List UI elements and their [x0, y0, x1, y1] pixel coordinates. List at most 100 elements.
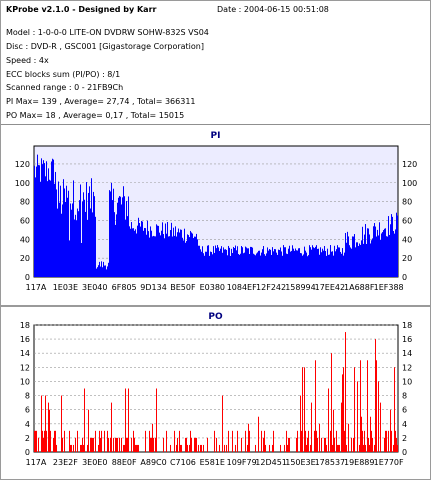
po-bar — [187, 444, 188, 452]
pi-bar — [318, 248, 319, 277]
po-bar — [319, 423, 320, 452]
pi-x-tick-label: 117A — [26, 283, 47, 292]
pi-bar — [83, 192, 84, 277]
po-bar — [255, 444, 256, 452]
po-bar — [150, 437, 151, 452]
pi-bar — [244, 252, 245, 277]
po-bar — [326, 444, 327, 452]
po-chart: 0 0 2 2 4 4 6 6 8 8 10 10 12 12 14 14 16 16 18 18 117A 23E2F 3… — [20, 321, 412, 467]
pi-bar — [381, 233, 382, 277]
pi-bar — [337, 245, 338, 277]
pi-bar — [56, 189, 57, 277]
po-bar — [119, 437, 120, 452]
po-bar — [324, 437, 325, 452]
pi-x-tick-label: 1EF388 — [374, 283, 404, 292]
pi-bar — [210, 251, 211, 277]
pi-bar — [379, 222, 380, 277]
po-bar — [393, 444, 394, 452]
pi-bar — [278, 249, 279, 277]
po-bar — [117, 437, 118, 452]
po-bar — [305, 430, 306, 452]
po-bar — [133, 430, 134, 452]
po-y-tick-label: 10 — [20, 377, 30, 386]
pi-bar — [128, 196, 129, 277]
pi-bar — [205, 251, 206, 277]
po-bar — [228, 430, 229, 452]
po-bar — [397, 444, 398, 452]
pi-bar — [118, 197, 119, 277]
po-bar — [341, 402, 342, 452]
pi-y-tick-label-right: 60 — [402, 216, 412, 225]
pi-y-tick-label: 60 — [20, 216, 30, 225]
pi-bar — [200, 249, 201, 277]
pi-y-tick-label-right: 0 — [402, 273, 407, 282]
po-bar — [195, 437, 196, 452]
pi-bar — [273, 251, 274, 277]
pi-bar — [123, 186, 124, 277]
pi-bar — [341, 253, 342, 277]
po-x-tick-label: E581E — [200, 458, 225, 467]
pi-bar — [306, 252, 307, 277]
po-bar — [87, 444, 88, 452]
pi-bar — [98, 265, 99, 277]
pi-bar — [395, 229, 396, 277]
pi-bar — [225, 249, 226, 277]
po-bar — [200, 444, 201, 452]
pi-bar — [274, 249, 275, 277]
pi-bar — [343, 255, 344, 277]
po-bar — [101, 430, 102, 452]
pi-bar — [91, 178, 92, 277]
pi-bar — [329, 254, 330, 277]
pi-bar — [340, 251, 341, 277]
pi-bar — [170, 230, 171, 277]
po-bar — [384, 437, 385, 452]
po-bar — [368, 437, 369, 452]
po-y-tick-label: 2 — [25, 434, 30, 443]
pi-bar — [222, 252, 223, 277]
po-bar — [339, 444, 340, 452]
pi-y-tick-label: 80 — [20, 198, 30, 207]
po-bar — [134, 437, 135, 452]
pi-bar — [276, 252, 277, 277]
po-bar — [370, 416, 371, 452]
pi-bar — [163, 234, 164, 277]
pi-bar — [293, 248, 294, 277]
po-bar — [297, 430, 298, 452]
pi-bar — [259, 250, 260, 277]
pi-bar — [326, 255, 327, 277]
pi-bar — [131, 222, 132, 277]
pi-bar — [151, 230, 152, 277]
po-bar — [201, 444, 202, 452]
po-bar — [137, 444, 138, 452]
pi-bar — [44, 163, 45, 277]
pi-bar — [357, 242, 358, 277]
pi-x-tick-label: 1A688F — [344, 283, 375, 292]
pi-bar — [255, 255, 256, 277]
pi-bar — [93, 191, 94, 277]
pi-bar — [215, 245, 216, 277]
pi-bar — [36, 166, 37, 277]
po-bar — [55, 430, 56, 452]
po-bar — [46, 430, 47, 452]
pi-bar — [321, 252, 322, 277]
po-bar — [125, 388, 126, 452]
pi-bar — [218, 247, 219, 277]
pi-bar — [325, 251, 326, 277]
pi-bar — [388, 216, 389, 277]
pi-bar — [114, 212, 115, 277]
pi-bar — [322, 248, 323, 277]
po-bar — [325, 437, 326, 452]
po-bar — [391, 430, 392, 452]
po-bar — [98, 444, 99, 452]
pi-bar — [162, 222, 163, 277]
pi-bar — [233, 246, 234, 277]
po-bar — [346, 444, 347, 452]
pi-bar — [221, 246, 222, 277]
pi-bar — [99, 261, 100, 277]
pi-bar — [154, 236, 155, 277]
pi-bar — [367, 228, 368, 277]
pi-bar — [75, 214, 76, 277]
po-y-tick-label-right: 12 — [402, 363, 412, 372]
disc-info: Disc : DVD-R , GSC001 [Gigastorage Corpo… — [6, 42, 204, 51]
pi-bar — [195, 236, 196, 277]
